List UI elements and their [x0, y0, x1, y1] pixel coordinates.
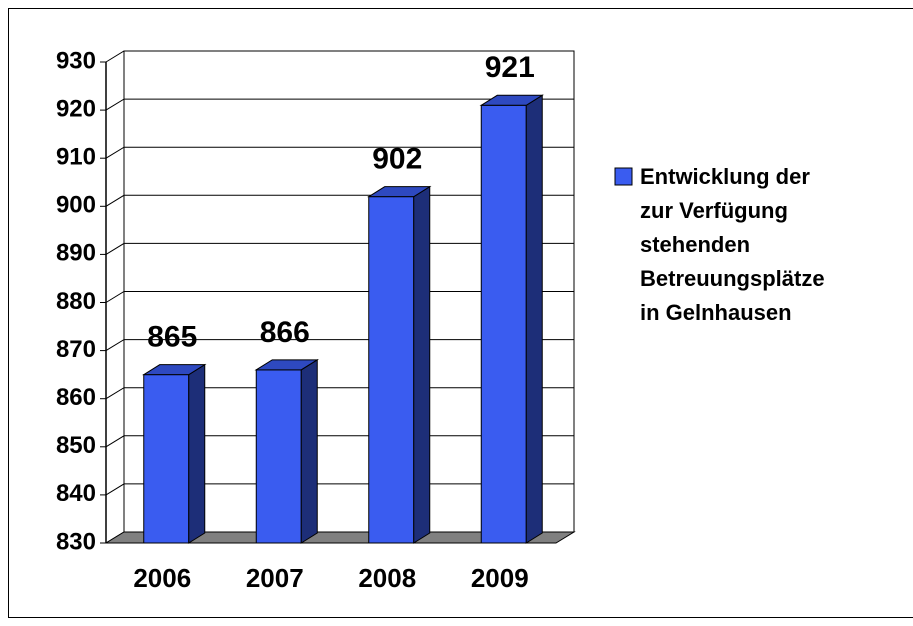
y-tick-label: 920	[56, 95, 96, 122]
bar	[480, 104, 527, 544]
bar-top-shade	[143, 364, 205, 375]
bar-top	[479, 94, 544, 106]
bar-top-shade	[368, 186, 430, 197]
x-tick-label: 2008	[358, 563, 416, 593]
bar-side-shade	[526, 95, 543, 543]
y-tick-label: 840	[56, 480, 96, 507]
x-tick-label: 2006	[133, 563, 191, 593]
y-tick-label: 870	[56, 336, 96, 363]
grid-line	[105, 98, 574, 111]
y-tick-label: 850	[56, 432, 96, 459]
bar-side-shade	[413, 186, 430, 543]
chart-border	[8, 8, 913, 618]
x-tick-label: 2007	[246, 563, 304, 593]
legend-swatch	[614, 167, 633, 186]
y-tick-label: 880	[56, 288, 96, 315]
bar-top	[142, 364, 207, 376]
value-label: 921	[485, 51, 535, 84]
bar-top-shade	[481, 95, 543, 106]
value-label: 866	[260, 316, 310, 349]
y-tick-label: 830	[56, 528, 96, 555]
bar-top-shade	[256, 359, 318, 370]
bar	[143, 374, 190, 544]
bar-top	[254, 359, 319, 371]
legend-label: Entwicklung der zur Verfügung stehenden …	[640, 164, 825, 325]
bar-top	[367, 186, 432, 198]
grid-line	[105, 146, 574, 159]
bar	[255, 369, 302, 544]
y-tick-label: 930	[56, 47, 96, 74]
y-tick-label: 910	[56, 144, 96, 171]
bar-side-shade	[188, 364, 205, 543]
bar	[368, 196, 415, 544]
y-tick-label: 900	[56, 192, 96, 219]
grid-line	[105, 50, 574, 63]
y-tick-label: 890	[56, 240, 96, 267]
bar-side-shade	[301, 359, 318, 543]
x-tick-label: 2009	[471, 563, 529, 593]
y-tick-label: 860	[56, 384, 96, 411]
value-label: 865	[147, 321, 197, 354]
value-label: 902	[372, 143, 422, 176]
